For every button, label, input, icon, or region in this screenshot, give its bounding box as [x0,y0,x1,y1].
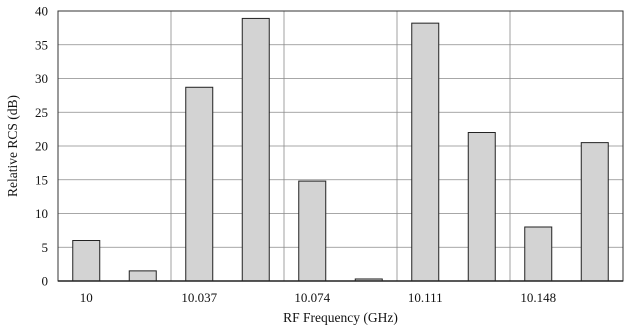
axes [57,10,624,282]
x-tick-label: 10.111 [408,290,443,305]
y-tick-label: 30 [35,71,48,86]
y-tick-label: 40 [35,4,48,19]
bar-4 [241,17,270,282]
bar-8 [467,132,496,282]
bar-7 [411,22,440,282]
y-tick-label: 0 [42,274,49,289]
bar-3 [185,86,214,282]
x-tick-label: 10.148 [520,290,556,305]
y-tick-labels: 0 5 10 15 20 25 30 35 40 [35,4,48,289]
y-tick-label: 15 [35,172,48,187]
y-axis-title: Relative RCS (dB) [5,95,20,197]
y-tick-label: 10 [35,206,48,221]
x-tick-labels: 10 10.037 10.074 10.111 10.148 [80,290,556,305]
x-tick-label: 10.037 [181,290,217,305]
y-tick-label: 5 [42,240,49,255]
x-axis-title: RF Frequency (GHz) [283,310,398,325]
grid [58,10,623,281]
x-tick-label: 10.074 [294,290,330,305]
bar-1 [72,240,101,282]
bar-5 [298,180,327,282]
y-tick-label: 20 [35,139,48,154]
bar-10 [580,142,609,282]
bar-9 [524,226,553,282]
bars [72,17,609,282]
y-tick-label: 35 [35,37,48,52]
x-tick-label: 10 [80,290,93,305]
y-tick-label: 25 [35,105,48,120]
bar-2 [128,270,157,282]
